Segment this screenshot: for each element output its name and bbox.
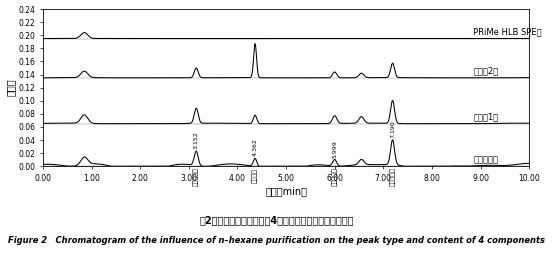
- Text: 样本不净化: 样本不净化: [473, 155, 498, 164]
- Y-axis label: 响应值: 响应值: [6, 79, 16, 96]
- X-axis label: 时间（min）: 时间（min）: [265, 186, 307, 196]
- Text: 苹果甲酸酶: 苹果甲酸酶: [193, 168, 199, 186]
- Text: Figure 2 Chromatogram of the influence of n–hexane purification on the peak type: Figure 2 Chromatogram of the influence o…: [8, 236, 546, 245]
- Text: PRiMe HLB SPE柱: PRiMe HLB SPE柱: [473, 28, 542, 36]
- Text: 山梨酸酶: 山梨酸酶: [252, 168, 258, 183]
- Text: 3.152: 3.152: [194, 131, 199, 149]
- Text: 正己烷2次: 正己烷2次: [473, 67, 499, 76]
- Text: 苹果糖酸酶: 苹果糖酸酶: [332, 168, 337, 186]
- Text: 5.999: 5.999: [332, 140, 337, 158]
- Text: 脱氯乙酸镶: 脱氯乙酸镶: [390, 168, 396, 186]
- Text: 正己烷1次: 正己烷1次: [473, 113, 499, 122]
- Text: 7.190: 7.190: [390, 120, 395, 138]
- Text: 图2　正己烷净化方式下对4组分峰型及含量的影响色谱图: 图2 正己烷净化方式下对4组分峰型及含量的影响色谱图: [200, 215, 354, 225]
- Text: 4.362: 4.362: [253, 139, 258, 156]
